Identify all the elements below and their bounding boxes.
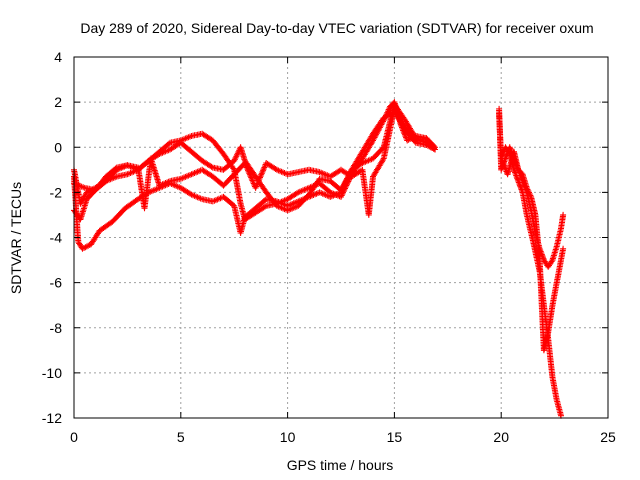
data-point: [261, 203, 268, 210]
y-tick-label: -8: [50, 320, 63, 336]
chart-title: Day 289 of 2020, Sidereal Day-to-day VTE…: [80, 20, 593, 36]
x-tick-label: 0: [70, 429, 78, 445]
data-point: [243, 163, 250, 169]
data-point: [165, 140, 172, 147]
data-point: [340, 183, 347, 190]
data-point: [402, 133, 409, 140]
x-tick-label: 20: [493, 429, 509, 445]
data-point: [515, 179, 522, 186]
data-point: [261, 164, 268, 171]
tick-layer: 0 5 10 15 20 25 -12 -10 -8 -6 -4 -2 0 2 4: [42, 49, 616, 445]
data-point: [500, 161, 507, 168]
data-point: [340, 185, 346, 192]
data-point: [255, 179, 262, 185]
y-tick-label: -12: [42, 410, 62, 426]
y-axis-label: SDTVAR / TECUs: [8, 182, 24, 294]
data-point: [257, 174, 263, 181]
data-point: [560, 211, 567, 218]
grid-layer: [74, 57, 608, 418]
y-tick-label: -6: [50, 275, 63, 291]
data-point: [548, 258, 555, 265]
data-point: [519, 188, 525, 194]
data-point: [498, 157, 505, 163]
data-point: [517, 183, 524, 190]
data-point: [260, 167, 267, 174]
data-point: [230, 165, 237, 172]
y-tick-label: 4: [54, 49, 62, 65]
data-point: [343, 178, 350, 185]
series-track-g: [498, 148, 567, 354]
data-point: [501, 162, 508, 169]
data-point: [432, 146, 438, 153]
data-point: [539, 252, 546, 259]
y-tick-label: -2: [50, 184, 63, 200]
data-point: [514, 175, 521, 182]
data-point: [505, 149, 512, 156]
x-tick-label: 5: [177, 429, 185, 445]
x-tick-label: 25: [600, 429, 616, 445]
data-point: [249, 177, 256, 184]
data-point: [560, 245, 567, 252]
x-tick-label: 10: [280, 429, 296, 445]
data-point: [338, 188, 345, 194]
y-tick-label: 0: [54, 139, 62, 155]
y-tick-label: -4: [50, 230, 63, 246]
data-point: [338, 189, 344, 196]
x-tick-label: 15: [387, 429, 403, 445]
data-point: [379, 156, 386, 163]
x-axis-label: GPS time / hours: [287, 457, 394, 473]
data-point: [342, 179, 349, 186]
data-point: [112, 165, 119, 172]
data-point: [500, 149, 507, 156]
data-point: [431, 145, 437, 152]
data-layer: [71, 99, 567, 419]
data-point: [244, 165, 251, 172]
data-point: [246, 170, 253, 177]
data-point: [342, 180, 348, 187]
data-point: [208, 163, 215, 170]
data-point: [258, 171, 265, 178]
data-point: [247, 173, 254, 180]
y-tick-label: 2: [54, 94, 62, 110]
data-point: [344, 176, 350, 183]
y-tick-label: -10: [42, 365, 62, 381]
data-point: [341, 182, 348, 189]
data-point: [253, 181, 260, 188]
